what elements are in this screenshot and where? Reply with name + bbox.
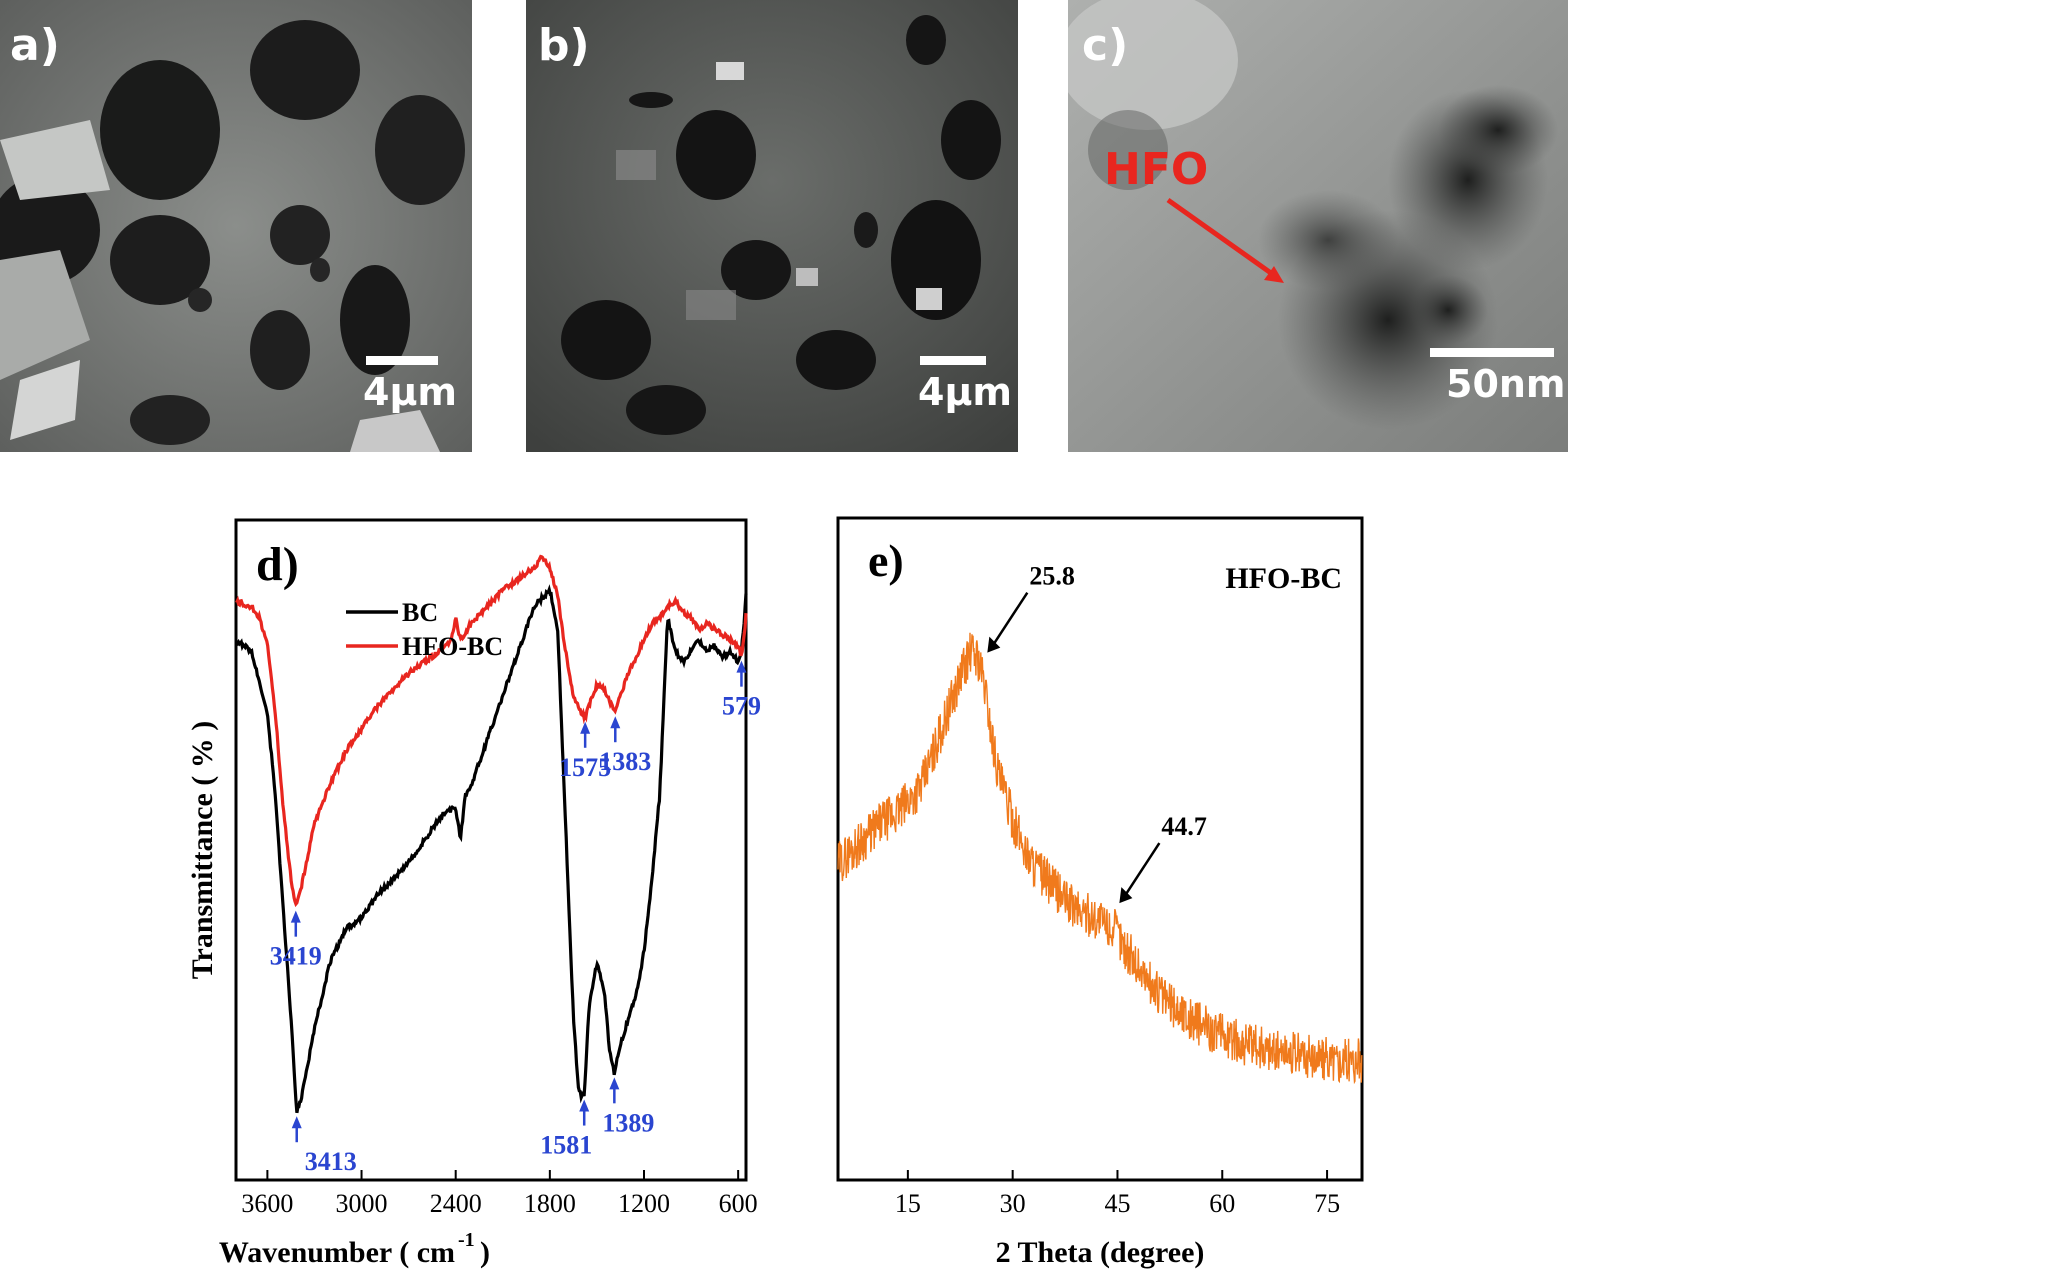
xrd-x-axis-label: 2 Theta (degree) <box>996 1236 1205 1269</box>
sem-image-a <box>0 0 472 452</box>
xrd-annotation-label-44.7: 44.7 <box>1161 812 1207 841</box>
ftir-annotation-label-579: 579 <box>722 692 761 721</box>
ftir-annotation-arrowhead-1389 <box>609 1077 620 1090</box>
ftir-annotation-arrowhead-579 <box>736 660 747 673</box>
xrd-x-tick-label: 30 <box>1000 1189 1026 1218</box>
xrd-x-tick-label: 60 <box>1209 1189 1235 1218</box>
ftir-plot-frame <box>234 518 748 1182</box>
sem-texture-b <box>526 0 1018 452</box>
xrd-series-line <box>837 632 1363 1085</box>
ftir-series-line-hfo-bc <box>235 554 748 908</box>
sem-image-b <box>526 0 1018 452</box>
ftir-annotation-label-1581: 1581 <box>540 1131 592 1160</box>
panel-label-b: b) <box>538 20 590 71</box>
scale-bar-b <box>920 356 986 365</box>
ftir-legend-label-hfo-bc: HFO-BC <box>402 632 503 661</box>
scale-label-a: 4μm <box>363 370 457 414</box>
panel-label-c: c) <box>1082 20 1129 71</box>
ftir-x-axis-label-sup: -1 <box>458 1229 475 1251</box>
ftir-x-tick-label: 3000 <box>336 1189 388 1218</box>
ftir-annotation-label-3419: 3419 <box>270 942 322 971</box>
ftir-x-tick-label: 600 <box>719 1189 758 1218</box>
tem-image-c <box>1068 0 1568 452</box>
ftir-x-axis-label: Wavenumber ( cm <box>219 1236 455 1269</box>
ftir-annotation-arrowhead-1581 <box>579 1099 590 1112</box>
xrd-annotation-arrowhead-25.8 <box>987 636 1001 653</box>
ftir-annotation-label-1575: 1575 <box>559 753 611 782</box>
ftir-annotation-arrowhead-1383 <box>610 716 621 729</box>
hfo-annotation: HFO <box>1104 144 1209 195</box>
ftir-x-tick-label: 1200 <box>618 1189 670 1218</box>
ftir-x-tick-label: 3600 <box>241 1189 293 1218</box>
xrd-annotation-arrow-44.7 <box>1124 842 1161 896</box>
xrd-annotation-arrow-25.8 <box>992 591 1029 646</box>
ftir-x-tick-label: 1800 <box>524 1189 576 1218</box>
xrd-x-tick-label: 15 <box>895 1189 921 1218</box>
scale-label-b: 4μm <box>918 370 1012 414</box>
ftir-annotation-label-1383: 1383 <box>599 747 651 776</box>
ftir-annotation-arrowhead-3413 <box>291 1116 302 1129</box>
xrd-x-tick-label: 45 <box>1104 1189 1130 1218</box>
ftir-annotation-label-1389: 1389 <box>602 1108 654 1137</box>
ftir-x-tick-label: 2400 <box>430 1189 482 1218</box>
ftir-legend-label-bc: BC <box>402 598 438 627</box>
panel-label-a: a) <box>10 20 60 71</box>
ftir-annotation-label-3413: 3413 <box>305 1147 357 1176</box>
ftir-annotation-arrowhead-1575 <box>580 721 591 734</box>
scale-label-c: 50nm <box>1446 362 1566 406</box>
tem-texture-c <box>1068 0 1568 452</box>
ftir-series-line-bc <box>235 584 748 1114</box>
xrd-plot-frame <box>836 516 1364 1182</box>
sem-texture-a <box>0 0 472 452</box>
xrd-legend-label: HFO-BC <box>1225 562 1342 595</box>
xrd-annotation-label-25.8: 25.8 <box>1029 562 1075 591</box>
xrd-panel-label: e) <box>868 535 904 586</box>
ftir-y-axis-label: Transmittance ( % ) <box>186 721 219 980</box>
scale-bar-a <box>366 356 438 365</box>
ftir-chart: 3600 3000 2400 1800 1200 600 Wavenumber ( cm -1… <box>180 500 1000 1283</box>
scale-bar-c <box>1430 348 1554 357</box>
ftir-chart-svg: 3600 3000 2400 1800 1200 600 Wavenumber ( cm -1… <box>186 518 761 1269</box>
xrd-x-tick-label: 75 <box>1314 1189 1340 1218</box>
ftir-x-axis-label-end: ) <box>480 1236 490 1269</box>
ftir-annotation-arrowhead-3419 <box>290 910 301 923</box>
ftir-panel-label: d) <box>256 538 299 591</box>
xrd-annotation-arrowhead-44.7 <box>1119 887 1133 904</box>
